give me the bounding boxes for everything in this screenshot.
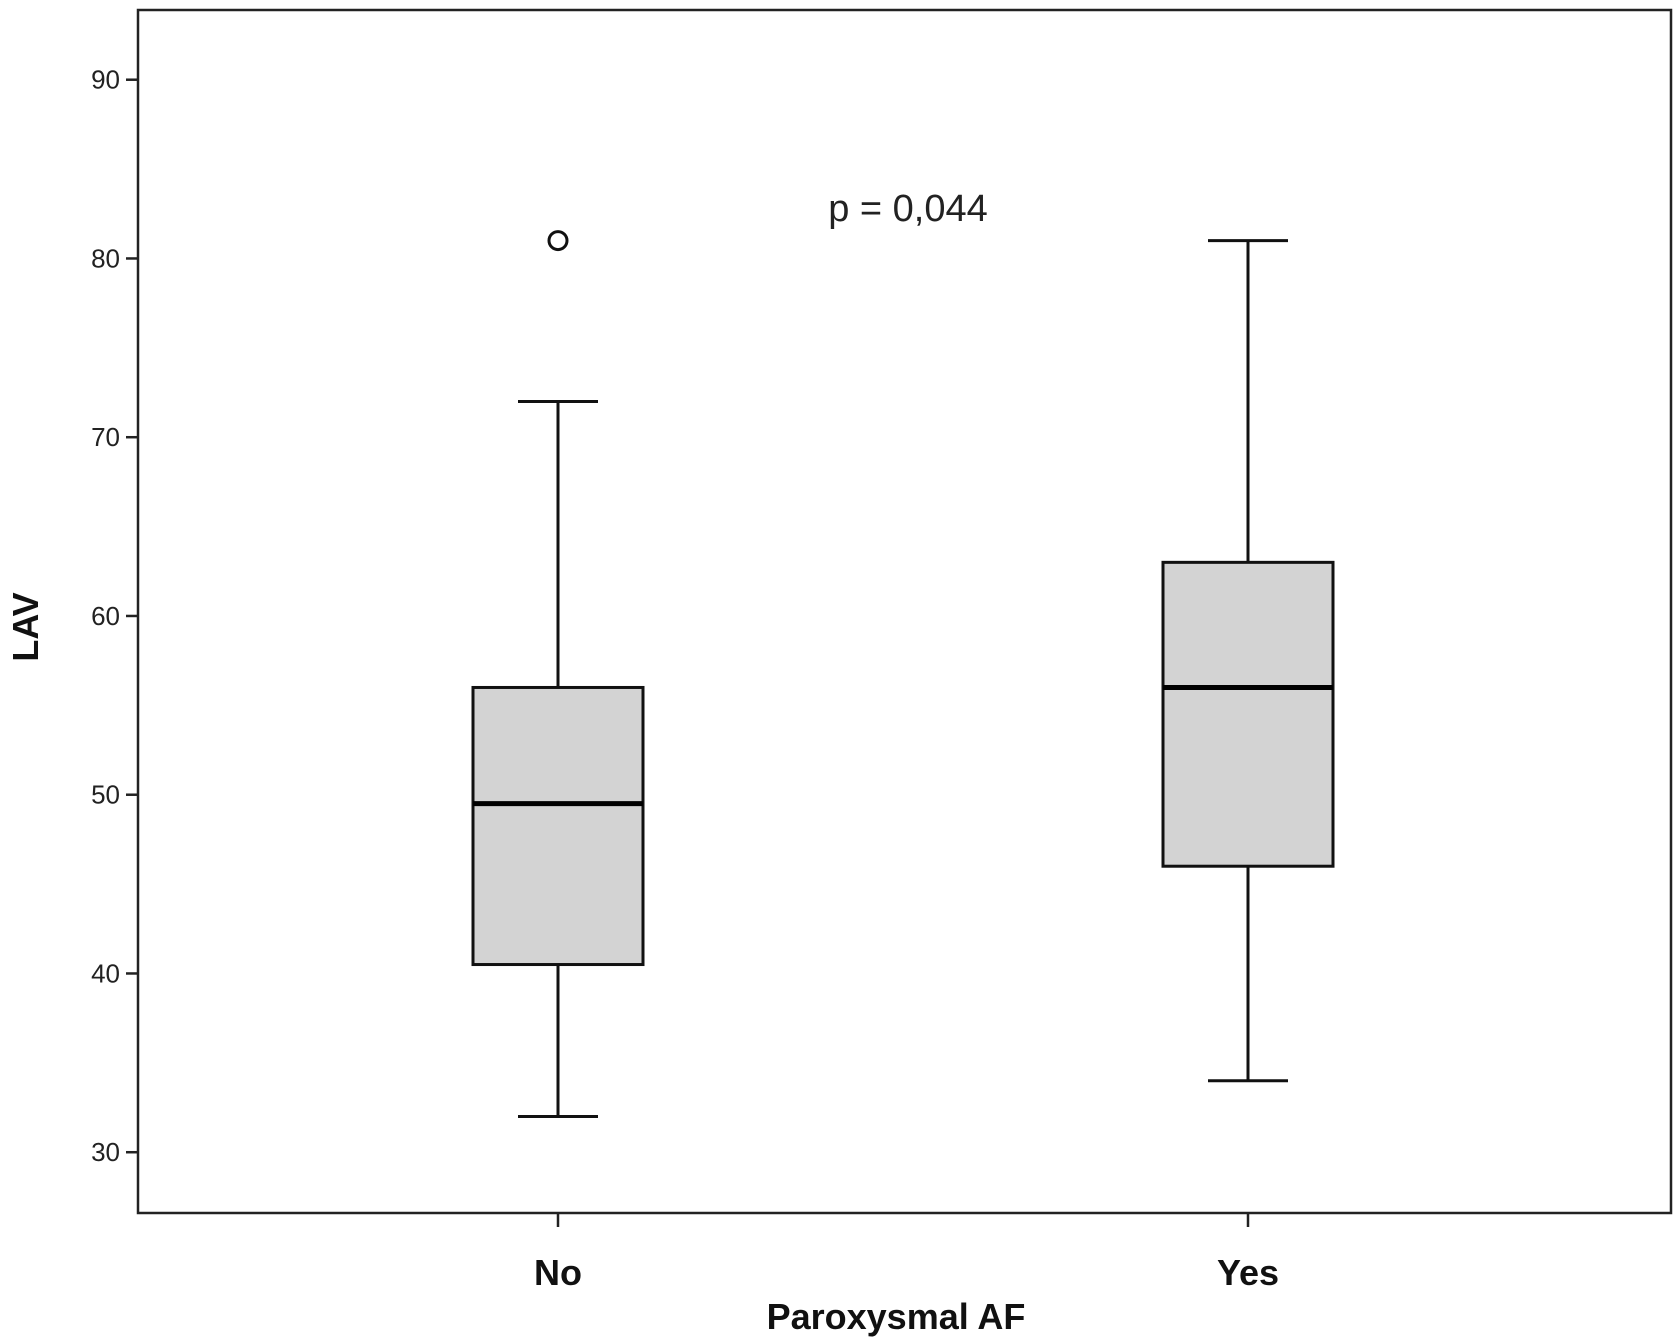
x-tick-label: Yes — [1217, 1252, 1279, 1293]
y-tick-label: 60 — [91, 601, 120, 631]
plot-frame — [136, 8, 1673, 1215]
y-tick-label: 30 — [91, 1137, 120, 1167]
outlier-point — [547, 230, 569, 252]
p-value-annotation: p = 0,044 — [828, 188, 988, 230]
y-tick-label: 80 — [91, 243, 120, 273]
y-axis: 30 40 50 60 70 80 90 — [91, 65, 138, 1167]
y-tick-label: 50 — [91, 780, 120, 810]
y-tick-label: 90 — [91, 65, 120, 95]
boxes — [471, 230, 1335, 1118]
box-iqr — [471, 685, 645, 967]
box-iqr — [1161, 560, 1335, 868]
x-axis: No Yes — [534, 1213, 1279, 1293]
x-tick-label: No — [534, 1252, 582, 1293]
y-tick-label: 70 — [91, 422, 120, 452]
y-axis-title: LAV — [5, 592, 46, 661]
y-tick-label: 40 — [91, 958, 120, 988]
x-axis-title: Paroxysmal AF — [767, 1296, 1026, 1337]
